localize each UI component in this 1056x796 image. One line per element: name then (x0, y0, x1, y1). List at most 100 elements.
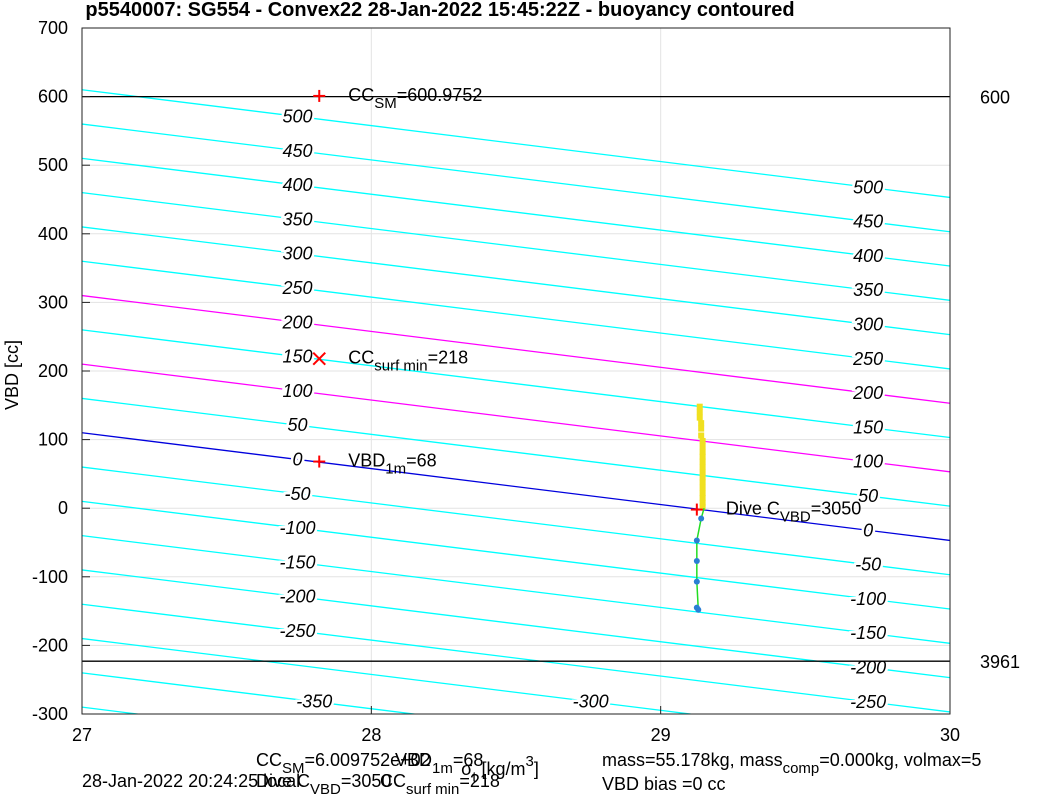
chart-title: p5540007: SG554 - Convex22 28-Jan-2022 1… (85, 0, 794, 21)
text-part: VBD (395, 750, 432, 770)
data-point (699, 474, 706, 481)
text-part: CC (348, 85, 374, 105)
contour-label: -300 (573, 692, 609, 712)
y-tick-label: 100 (38, 430, 68, 450)
data-point (698, 432, 705, 439)
contour-label: 500 (853, 177, 883, 197)
footer-text: 28-Jan-2022 20:24:25 local (82, 771, 300, 791)
marker-stroke (312, 351, 326, 366)
footer-text: VBD1m=68 (395, 750, 483, 777)
contour-line (82, 329, 950, 439)
marker (313, 89, 326, 102)
contour-label: 400 (853, 246, 883, 266)
contour-line (82, 569, 950, 679)
data-point (698, 515, 705, 522)
y-tick-label: 300 (38, 292, 68, 312)
text-part: surf min (374, 358, 427, 375)
data-point (693, 578, 700, 585)
annotation: Dive CVBD=3050 (726, 499, 861, 526)
contour-label: 350 (283, 209, 313, 229)
contour-line (82, 397, 950, 507)
y-tick-label: 600 (38, 87, 68, 107)
contour-label: 450 (283, 141, 313, 161)
contour-line (82, 123, 950, 233)
data-point (699, 499, 706, 506)
text-part: CC (380, 771, 406, 791)
contour-label: 350 (853, 280, 883, 300)
text-part: VBD (780, 509, 811, 526)
text-part: CC (256, 750, 282, 770)
contour-line (82, 157, 950, 267)
y-tick-label: -300 (32, 704, 68, 724)
text-part: =0.000kg, volmax=5 (819, 750, 981, 770)
reference-label: 3961 (980, 652, 1020, 672)
contour-label: -50 (855, 555, 881, 575)
annotation: CCsurf min=218 (348, 348, 468, 375)
text-part: =68 (453, 750, 484, 770)
text-part: CC (348, 348, 374, 368)
contour-line (82, 466, 950, 576)
text-part: =68 (406, 451, 437, 471)
text-part: t (472, 769, 477, 786)
x-tick-label: 28 (361, 725, 381, 745)
contour-label: 250 (852, 349, 883, 369)
x-tick-label: 27 (72, 725, 92, 745)
y-tick-label: -100 (32, 567, 68, 587)
contour-label: -250 (850, 692, 886, 712)
data-point (693, 558, 700, 565)
contour-line (82, 89, 950, 199)
reference-label: 600 (980, 88, 1010, 108)
data-point (696, 414, 703, 421)
data-point (699, 464, 706, 471)
contour-label: 50 (288, 415, 308, 435)
text-part: ] (534, 759, 539, 779)
data-point (698, 425, 705, 432)
data-point (699, 448, 706, 455)
y-tick-label: -200 (32, 635, 68, 655)
data-point (699, 458, 706, 465)
contour-label: 500 (283, 106, 313, 126)
contour-label: -150 (280, 552, 316, 572)
contour-label: -200 (280, 587, 316, 607)
contour-label: 100 (283, 381, 313, 401)
y-tick-label: 500 (38, 155, 68, 175)
contour-label: 100 (853, 452, 883, 472)
contour-line (82, 294, 950, 404)
text-part: mass=55.178kg, mass (602, 750, 783, 770)
data-point (699, 503, 706, 510)
text-part: VBD (310, 781, 341, 796)
text-part: comp (783, 760, 820, 777)
contour-label: -150 (850, 623, 886, 643)
data-point (699, 494, 706, 501)
data-point (699, 453, 706, 460)
data-point (696, 409, 703, 416)
contour-line (82, 534, 950, 644)
marker (690, 503, 703, 516)
contour-line (82, 432, 950, 542)
data-point (693, 537, 700, 544)
marker (312, 351, 326, 366)
overlay: 27 28 29 30-300-200-10001002003004005006007… (32, 18, 1020, 796)
contour-label: 50 (858, 486, 878, 506)
text-part: 1m (385, 461, 406, 478)
data-point (696, 403, 703, 410)
footer-text: VBD bias =0 cc (602, 774, 726, 794)
text-part: 1m (432, 760, 453, 777)
text-part: =600.9752 (397, 85, 483, 105)
contour-line (82, 500, 950, 610)
plot-content: -350 -300 -250 -250 -200 -200 -150 -150 -100 -100… (82, 89, 950, 714)
text-part: =218 (428, 348, 469, 368)
contour-line (82, 260, 950, 370)
text-part: =6.009752e+02 (305, 750, 431, 770)
contour-label: -250 (280, 621, 316, 641)
text-part: SM (374, 95, 397, 112)
text-part: σ (461, 759, 472, 779)
data-point (695, 606, 702, 613)
data-point (699, 484, 706, 491)
text-part: surf min (406, 781, 459, 796)
contour-label: 150 (853, 417, 883, 437)
text-part: VBD bias =0 cc (602, 774, 726, 794)
y-tick-label: 200 (38, 361, 68, 381)
axes-box (81, 27, 951, 715)
